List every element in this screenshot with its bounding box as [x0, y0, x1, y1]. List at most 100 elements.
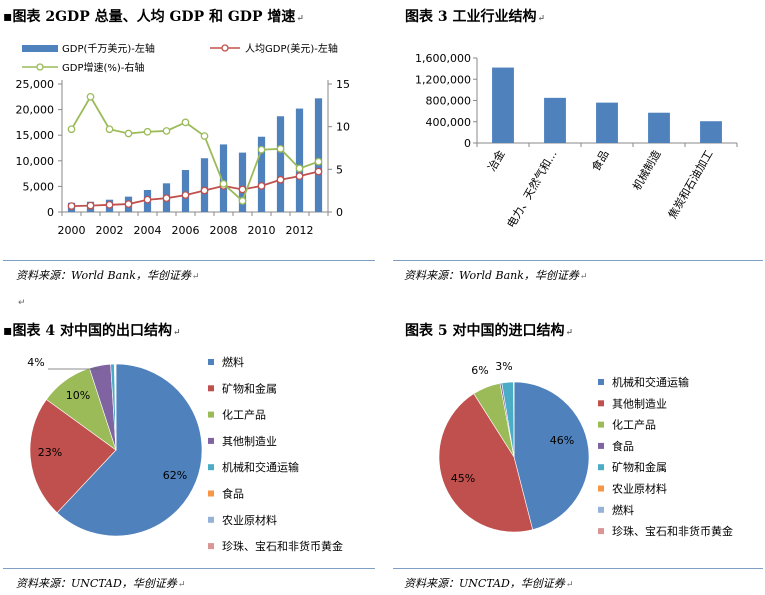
- industry-bar: [648, 112, 670, 143]
- export-legend-label: 化工产品: [222, 408, 266, 422]
- gdp-bar: [276, 116, 285, 212]
- chart2-rule: [3, 260, 375, 261]
- y-left-tick-label: 20,000: [16, 104, 55, 117]
- y-tick-label: 0: [464, 137, 471, 150]
- percapita-point: [124, 200, 133, 208]
- chart4-rule: [3, 568, 375, 569]
- chart5-source: 资料来源：UNCTAD，华创证券↵: [404, 577, 574, 590]
- legend-swatch-gdp: [22, 45, 58, 52]
- import-legend-label: 食品: [612, 439, 634, 453]
- legend-label-gdp: GDP(千万美元)-左轴: [62, 42, 155, 55]
- chart2: GDP(千万美元)-左轴 人均GDP(美元)-左轴 GDP增速(%)-右轴 0 5,00…: [16, 42, 351, 237]
- industry-bar: [596, 102, 618, 143]
- export-legend-label: 其他制造业: [222, 434, 277, 448]
- import-slice: [438, 393, 534, 533]
- chart2-title: ▪图表 2GDP 总量、人均 GDP 和 GDP 增速↵: [3, 9, 304, 25]
- category-label: 冶金: [484, 148, 507, 174]
- chart5-rule: [393, 568, 763, 569]
- legend-marker-growth: [36, 63, 44, 71]
- y-right-tick-label: 0: [336, 206, 343, 219]
- x-tick-label: 2010: [248, 224, 276, 237]
- growth-point: [200, 132, 209, 140]
- export-data-label: 4%: [27, 356, 44, 369]
- y-right-tick-label: 10: [336, 121, 350, 134]
- y-left-tick-label: 15,000: [16, 129, 55, 142]
- export-slice: [29, 399, 117, 514]
- export-slice: [115, 363, 117, 451]
- import-data-label: 3%: [495, 360, 512, 373]
- chart4-source: 资料来源：UNCTAD，华创证券↵: [16, 577, 186, 590]
- percapita-point: [86, 201, 95, 210]
- import-data-label: 6%: [471, 364, 488, 377]
- chart5: 46% 45% 6% 3% 机械和交通运输其他制造业化工产品食品矿物和金属农业原材料燃料…: [438, 360, 733, 538]
- chart3-rule: [393, 260, 763, 261]
- growth-point: [162, 127, 171, 135]
- export-legend-swatch: [208, 359, 214, 365]
- import-legend-label: 农业原材料: [612, 482, 667, 496]
- x-tick-label: 2002: [96, 224, 124, 237]
- export-legend-swatch: [208, 464, 214, 471]
- chart3-source: 资料来源：World Bank，华创证券↵: [404, 269, 588, 282]
- legend-label-percapita: 人均GDP(美元)-左轴: [245, 42, 338, 55]
- import-legend-swatch: [598, 421, 604, 428]
- growth-point: [124, 129, 133, 138]
- chart2-source: 资料来源：World Bank，华创证券↵: [16, 269, 200, 282]
- x-tick-label: 2000: [58, 224, 86, 237]
- gdp-bar: [238, 152, 247, 212]
- export-legend-swatch: [208, 411, 214, 418]
- y-tick-label: 1,600,000: [415, 52, 471, 65]
- x-tick-label: 2008: [210, 224, 238, 237]
- x-tick-label: 2004: [134, 224, 162, 237]
- y-tick-label: 800,000: [426, 95, 472, 108]
- growth-point: [295, 164, 304, 173]
- growth-point: [86, 92, 95, 101]
- y-tick-label: 400,000: [426, 116, 472, 129]
- category-label: 食品: [588, 148, 611, 174]
- growth-point: [314, 157, 323, 166]
- chart4-title: ▪图表 4 对中国的出口结构↵: [3, 323, 181, 339]
- import-slice: [513, 381, 590, 531]
- y-left-tick-label: 5,000: [23, 180, 55, 193]
- growth-point: [67, 125, 76, 134]
- y-right-tick-label: 5: [336, 163, 343, 176]
- legend-marker-percapita: [221, 44, 229, 52]
- import-legend-label: 燃料: [612, 503, 634, 517]
- x-tick-label: 2012: [286, 224, 314, 237]
- y-tick-label: 1,200,000: [415, 73, 471, 86]
- percapita-point: [295, 172, 304, 181]
- gdp-bar: [219, 144, 228, 212]
- y-right-tick-label: 15: [336, 78, 350, 91]
- paragraph-mark: ↵: [18, 298, 26, 308]
- import-legend-swatch: [598, 528, 604, 535]
- export-legend-swatch: [208, 385, 214, 392]
- percapita-point: [238, 185, 247, 194]
- import-legend-swatch: [598, 464, 604, 471]
- chart5-title: 图表 5 对中国的进口结构↵: [405, 323, 574, 339]
- gdp-bar: [257, 136, 266, 212]
- gdp-bar: [295, 108, 304, 212]
- export-legend-label: 机械和交通运输: [222, 460, 299, 474]
- export-legend-swatch: [208, 437, 214, 444]
- percapita-point: [200, 186, 209, 195]
- export-slice: [56, 363, 203, 537]
- gdp-bar: [200, 158, 209, 212]
- export-legend-label: 珍珠、宝石和非货币黄金: [222, 539, 343, 553]
- export-legend-label: 食品: [222, 487, 244, 501]
- import-legend-swatch: [598, 506, 604, 513]
- export-legend-swatch: [208, 543, 214, 550]
- growth-point: [181, 118, 190, 127]
- growth-point: [105, 125, 114, 134]
- x-tick-label: 2006: [172, 224, 200, 237]
- percapita-point: [105, 200, 114, 209]
- growth-point: [238, 197, 247, 205]
- growth-point: [257, 145, 266, 154]
- export-data-label: 62%: [163, 469, 187, 482]
- import-legend-label: 机械和交通运输: [612, 375, 689, 389]
- industry-bar: [492, 67, 514, 143]
- export-data-label: 10%: [66, 389, 90, 402]
- percapita-point: [162, 194, 171, 203]
- import-legend-swatch: [598, 379, 604, 385]
- growth-point: [276, 145, 285, 153]
- growth-point: [143, 127, 152, 136]
- percapita-point: [276, 175, 285, 184]
